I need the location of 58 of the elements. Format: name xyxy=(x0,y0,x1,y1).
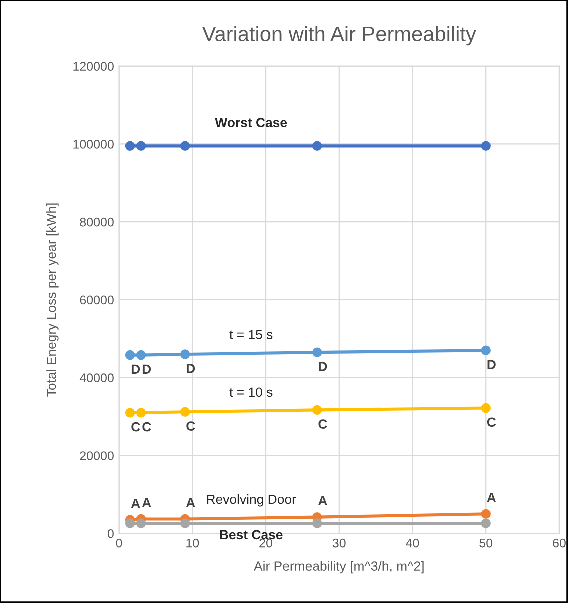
x-tick-label: 40 xyxy=(406,538,420,548)
point xyxy=(180,141,190,152)
data-label: D xyxy=(132,364,140,374)
data-label: A xyxy=(186,498,196,508)
y-tick-label: 100000 xyxy=(74,140,114,149)
point xyxy=(125,408,136,418)
y-tick-label: 80000 xyxy=(80,218,114,227)
point xyxy=(481,518,491,528)
point xyxy=(125,141,136,152)
data-label: C xyxy=(186,422,196,431)
data-label: D xyxy=(142,364,152,374)
point xyxy=(481,403,491,414)
series-label: Best Case xyxy=(220,530,283,540)
series-label: t = 15 s xyxy=(230,330,273,340)
point xyxy=(481,346,491,356)
x-tick-label: 60 xyxy=(553,538,566,548)
point xyxy=(180,350,190,360)
x-tick-label: 30 xyxy=(332,538,346,548)
y-axis-title: Total Enegry Loss per year [kWh] xyxy=(46,204,59,397)
point xyxy=(312,348,322,358)
point xyxy=(312,518,322,528)
data-label: D xyxy=(186,364,196,374)
point xyxy=(312,405,322,416)
data-label: A xyxy=(142,498,152,508)
point xyxy=(180,518,190,528)
data-label: C xyxy=(318,420,328,430)
series-label: Revolving Door xyxy=(207,494,296,507)
point xyxy=(136,518,146,528)
data-label: A xyxy=(318,496,328,506)
point xyxy=(481,141,491,152)
data-label: D xyxy=(488,360,496,370)
y-tick-label: 60000 xyxy=(80,296,114,305)
data-label: C xyxy=(142,422,152,432)
point xyxy=(136,141,146,152)
point xyxy=(125,518,136,528)
x-axis-title: Air Permeability [m^3/h, m^2] xyxy=(254,561,424,574)
data-label: C xyxy=(487,418,496,428)
point xyxy=(312,141,322,152)
point xyxy=(125,350,136,360)
x-tick-label: 20 xyxy=(260,538,272,548)
y-tick-label: 40000 xyxy=(80,374,114,383)
series-label: t = 10 s xyxy=(230,388,273,398)
data-label: C xyxy=(132,422,140,432)
y-tick-label: 120000 xyxy=(74,62,114,71)
chart-title: Variation with Air Permeability xyxy=(202,26,476,46)
point xyxy=(481,509,491,520)
point xyxy=(136,408,146,418)
x-tick-label: 10 xyxy=(186,538,200,548)
data-label: A xyxy=(487,493,496,502)
point xyxy=(180,407,190,418)
x-tick-label: 0 xyxy=(116,538,122,548)
x-tick-label: 50 xyxy=(480,538,493,548)
point xyxy=(136,350,146,360)
series-label: Worst Case xyxy=(215,118,288,128)
data-label: A xyxy=(131,499,140,508)
y-tick-label: 0 xyxy=(108,529,114,538)
y-tick-label: 20000 xyxy=(80,452,114,460)
data-label: D xyxy=(319,362,328,372)
